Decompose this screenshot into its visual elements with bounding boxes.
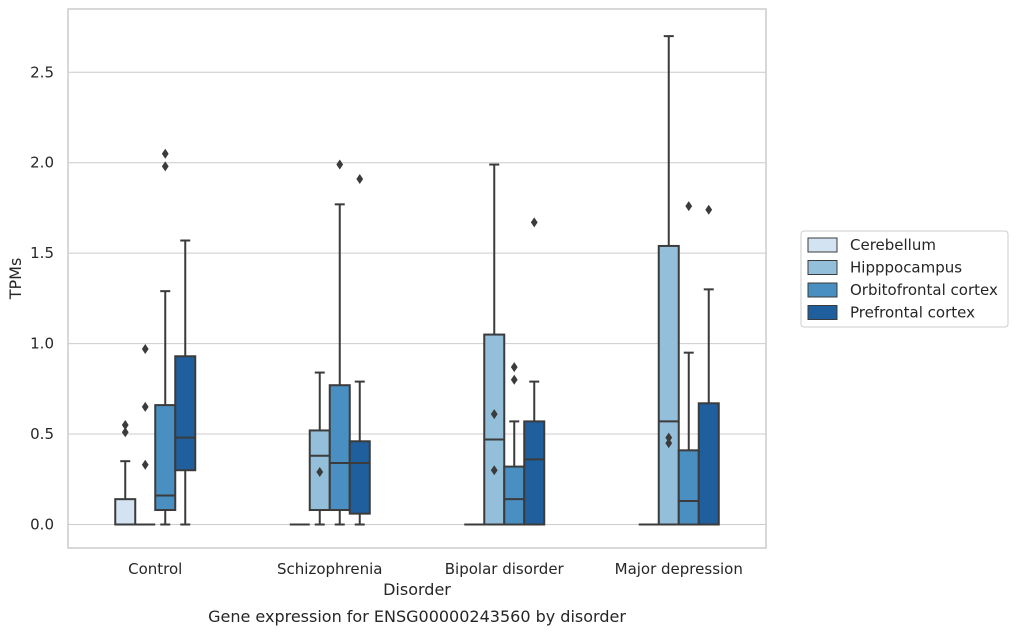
- box: [483, 333, 506, 526]
- outlier-point: [490, 465, 498, 476]
- outlier-point: [121, 427, 129, 438]
- y-tick-label: 1.5: [30, 244, 54, 262]
- outlier-point: [141, 401, 149, 412]
- box: [697, 402, 720, 526]
- legend-swatch: [807, 260, 838, 275]
- legend: Cerebellum Hipppocampus Orbitofrontal cort…: [800, 230, 1009, 328]
- outlier-point: [161, 161, 169, 172]
- outlier-point: [685, 201, 693, 212]
- x-tick-label: Major depression: [615, 560, 743, 578]
- legend-label: Hipppocampus: [850, 259, 962, 277]
- outlier-point: [665, 438, 673, 449]
- y-axis-label: TPMs: [6, 258, 25, 301]
- box: [523, 420, 546, 526]
- box: [328, 384, 351, 512]
- outlier-point: [705, 204, 713, 215]
- y-tick-label: 0.5: [30, 425, 54, 443]
- y-tick-label: 2.5: [30, 63, 54, 81]
- box: [503, 465, 526, 526]
- outlier-point: [141, 459, 149, 470]
- outlier-point: [316, 467, 324, 478]
- outlier-point: [490, 409, 498, 420]
- y-tick-label: 1.0: [30, 335, 54, 353]
- box: [154, 404, 177, 512]
- x-axis-label: Disorder: [383, 580, 451, 599]
- box: [677, 449, 700, 526]
- box: [657, 244, 680, 526]
- x-axis-ticks: Control Schizophrenia Bipolar disorder Majo…: [128, 560, 743, 578]
- x-tick-label: Bipolar disorder: [445, 560, 565, 578]
- axes-border: [67, 8, 767, 549]
- legend-swatch: [807, 237, 838, 253]
- axes-frame: [67, 8, 767, 549]
- plot-area: [114, 35, 720, 526]
- y-tick-label: 2.0: [30, 154, 54, 172]
- y-axis-ticks: 0.0 0.5 1.0 1.5 2.0 2.5: [30, 63, 54, 533]
- outlier-point: [665, 432, 673, 443]
- outlier-point: [336, 159, 344, 170]
- outlier-point: [530, 217, 538, 228]
- box: [348, 440, 371, 515]
- outlier-point: [510, 362, 518, 373]
- legend-label: Orbitofrontal cortex: [850, 281, 998, 299]
- x-tick-label: Schizophrenia: [277, 560, 382, 578]
- x-tick-label: Control: [128, 560, 182, 578]
- outlier-point: [161, 148, 169, 159]
- outlier-point: [510, 374, 518, 385]
- box: [114, 498, 137, 526]
- legend-swatch: [807, 305, 838, 320]
- box: [174, 355, 197, 472]
- outlier-point: [356, 174, 364, 185]
- outlier-point: [121, 420, 129, 431]
- outlier-point: [141, 344, 149, 355]
- legend-label: Cerebellum: [850, 236, 936, 254]
- y-tick-label: 0.0: [30, 515, 54, 533]
- chart-caption: Gene expression for ENSG00000243560 by d…: [208, 607, 626, 626]
- legend-frame: [800, 230, 1009, 328]
- legend-label: Prefrontal cortex: [850, 304, 975, 322]
- legend-swatch: [807, 282, 838, 298]
